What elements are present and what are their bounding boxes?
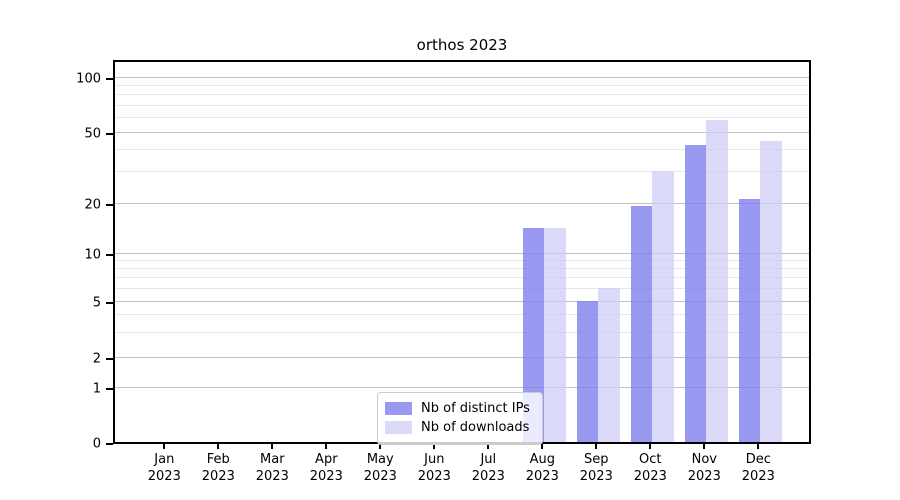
- x-tick-label-jul: Jul 2023: [471, 452, 505, 484]
- y-tick-5: [106, 301, 113, 304]
- x-tick-oct: [649, 444, 652, 449]
- bar-downloads-sep: [598, 287, 620, 442]
- y-tick-0: [106, 443, 113, 445]
- y-tick-label-1: 1: [92, 381, 101, 396]
- legend-swatch-distinct-ips: [385, 402, 412, 415]
- y-tick-1: [106, 387, 113, 390]
- x-tick-label-sep: Sep 2023: [579, 452, 613, 484]
- y-tick-label-2: 2: [92, 351, 101, 366]
- legend: Nb of distinct IPs Nb of downloads: [377, 392, 543, 445]
- x-tick-label-mar: Mar 2023: [255, 452, 289, 484]
- x-tick-label-jan: Jan 2023: [147, 452, 181, 484]
- x-tick-feb: [217, 444, 220, 449]
- gridline-minor-30: [115, 171, 809, 173]
- x-tick-label-aug: Aug 2023: [525, 452, 559, 484]
- y-tick-label-100: 100: [76, 71, 101, 86]
- x-tick-jul: [487, 444, 490, 449]
- bar-downloads-dec: [760, 141, 782, 442]
- x-tick-mar: [271, 444, 274, 449]
- gridline-minor-9: [115, 259, 809, 261]
- x-tick-label-oct: Oct 2023: [633, 452, 667, 484]
- gridline-minor-80: [115, 94, 809, 96]
- legend-label-distinct-ips: Nb of distinct IPs: [421, 401, 530, 416]
- x-tick-label-may: May 2023: [363, 452, 397, 484]
- x-tick-may: [379, 444, 382, 449]
- x-tick-dec: [757, 444, 760, 449]
- x-tick-nov: [703, 444, 706, 449]
- gridline-major-1: [115, 386, 809, 388]
- gridline-minor-4: [115, 314, 809, 316]
- gridline-minor-3: [115, 331, 809, 333]
- x-tick-jun: [433, 444, 436, 449]
- gridline-major-100: [115, 76, 809, 78]
- y-tick-label-0: 0: [92, 436, 101, 452]
- x-tick-label-dec: Dec 2023: [741, 452, 775, 484]
- gridline-minor-70: [115, 104, 809, 106]
- y-tick-label-10: 10: [84, 247, 101, 262]
- y-tick-label-50: 50: [84, 126, 101, 141]
- gridline-minor-90: [115, 84, 809, 86]
- legend-item-downloads: Nb of downloads: [385, 419, 534, 436]
- y-tick-label-20: 20: [84, 197, 101, 212]
- legend-swatch-downloads: [385, 421, 412, 434]
- y-tick-20: [106, 203, 113, 206]
- gridline-minor-60: [115, 117, 809, 119]
- x-tick-sep: [595, 444, 598, 449]
- bar-downloads-oct: [652, 171, 674, 442]
- x-tick-apr: [325, 444, 328, 449]
- bar-downloads-aug: [544, 228, 566, 442]
- x-tick-label-apr: Apr 2023: [309, 452, 343, 484]
- bar-distinct-ips-dec: [738, 198, 761, 442]
- y-tick-10: [106, 253, 113, 256]
- bar-distinct-ips-oct: [630, 206, 653, 442]
- x-tick-jan: [163, 444, 166, 449]
- gridline-minor-6: [115, 287, 809, 289]
- gridline-minor-40: [115, 148, 809, 150]
- gridline-minor-8: [115, 267, 809, 269]
- chart-title: orthos 2023: [416, 36, 508, 54]
- plot-area: [113, 60, 811, 444]
- legend-label-downloads: Nb of downloads: [421, 420, 530, 435]
- gridline-minor-7: [115, 277, 809, 279]
- gridline-major-50: [115, 131, 809, 133]
- gridline-major-2: [115, 356, 809, 358]
- x-tick-label-jun: Jun 2023: [417, 452, 451, 484]
- x-tick-label-nov: Nov 2023: [687, 452, 721, 484]
- y-tick-label-5: 5: [92, 295, 101, 310]
- bar-distinct-ips-nov: [684, 145, 707, 442]
- y-tick-100: [106, 77, 113, 80]
- gridline-major-10: [115, 252, 809, 254]
- bar-distinct-ips-aug: [522, 228, 545, 442]
- gridline-major-20: [115, 202, 809, 204]
- y-tick-2: [106, 357, 113, 360]
- x-tick-aug: [541, 444, 544, 449]
- legend-item-distinct-ips: Nb of distinct IPs: [385, 400, 534, 417]
- x-tick-label-feb: Feb 2023: [201, 452, 235, 484]
- y-tick-50: [106, 132, 113, 135]
- bar-downloads-nov: [706, 119, 728, 442]
- gridline-major-5: [115, 300, 809, 302]
- bar-distinct-ips-sep: [576, 300, 599, 442]
